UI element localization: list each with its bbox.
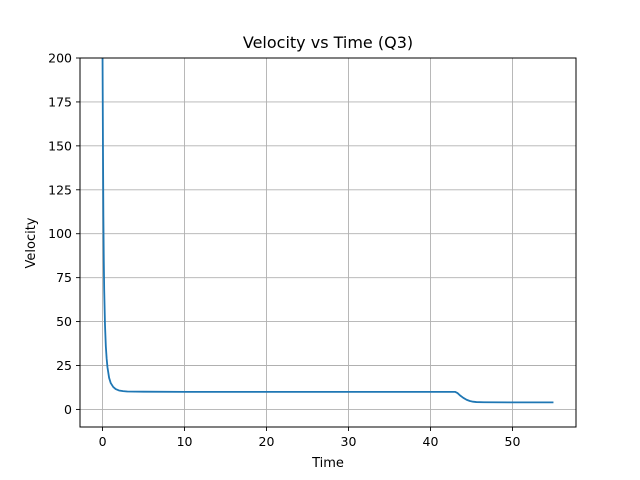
y-axis-label: Velocity bbox=[24, 217, 39, 268]
x-tick-label: 20 bbox=[259, 434, 275, 449]
y-tick-label: 25 bbox=[56, 358, 72, 373]
y-tick-label: 150 bbox=[48, 138, 72, 153]
x-tick-label: 50 bbox=[505, 434, 521, 449]
series-line bbox=[101, 58, 554, 404]
series-layer bbox=[101, 58, 554, 404]
y-tick-label: 125 bbox=[48, 182, 72, 197]
x-tick-label: 30 bbox=[341, 434, 357, 449]
y-tick-label: 50 bbox=[56, 314, 72, 329]
x-tick-label: 0 bbox=[99, 434, 107, 449]
y-tick-label: 0 bbox=[64, 402, 72, 417]
y-tick-label: 75 bbox=[56, 270, 72, 285]
x-tick-label: 40 bbox=[423, 434, 439, 449]
chart-title: Velocity vs Time (Q3) bbox=[243, 33, 413, 52]
axes: 0 10 20 30 40 50 0 25 50 75 100 125 150 175 200 bbox=[48, 51, 577, 449]
x-tick-label: 10 bbox=[177, 434, 193, 449]
y-tick-label: 200 bbox=[48, 51, 72, 66]
y-tick-label: 175 bbox=[48, 94, 72, 109]
y-tick-label: 100 bbox=[48, 226, 72, 241]
grid-lines bbox=[80, 57, 576, 427]
x-axis-label: Time bbox=[311, 456, 344, 471]
plot-frame bbox=[79, 57, 577, 428]
